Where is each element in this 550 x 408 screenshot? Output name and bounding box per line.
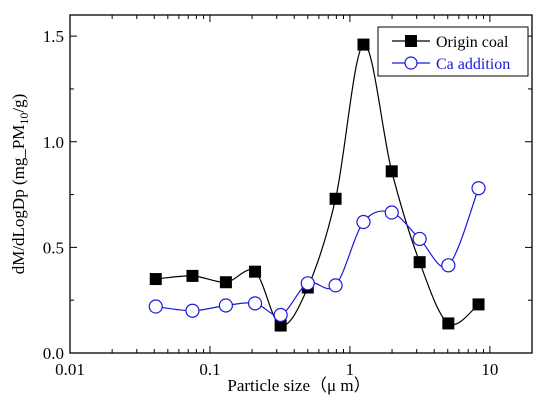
data-point-ca-addition xyxy=(471,181,486,196)
data-point-origin-coal xyxy=(249,265,262,278)
series-layer xyxy=(148,38,486,332)
data-point-ca-addition xyxy=(441,258,456,273)
data-point-origin-coal xyxy=(357,38,370,51)
legend: Origin coal Ca addition xyxy=(377,26,529,77)
axis-ticks: 0.01 0.1 1 10 0.0 0.5 1.0 1.5 xyxy=(43,15,532,379)
data-point-origin-coal xyxy=(442,317,455,330)
data-point-origin-coal xyxy=(385,165,398,178)
y-axis-label: dM/dLogDp (mg_PM10/g) xyxy=(9,94,31,275)
y-tick-label: 0.0 xyxy=(43,344,64,363)
x-tick-label: 0.01 xyxy=(55,360,85,379)
x-axis-label: Particle size（μ m） xyxy=(227,376,370,395)
y-tick-label: 1.5 xyxy=(43,27,64,46)
data-point-origin-coal xyxy=(413,256,426,269)
x-tick-label: 0.1 xyxy=(199,360,220,379)
data-point-ca-addition xyxy=(273,307,288,323)
legend-marker-ca-addition xyxy=(404,56,418,70)
data-point-ca-addition xyxy=(412,231,427,247)
y-axis-label-main: dM/dLogDp (mg_PM xyxy=(9,125,28,275)
data-point-origin-coal xyxy=(219,276,232,289)
y-tick-label: 1.0 xyxy=(43,133,64,152)
legend-label-origin-coal: Origin coal xyxy=(436,34,509,51)
data-point-origin-coal xyxy=(274,319,287,332)
data-point-origin-coal xyxy=(329,192,342,205)
data-point-ca-addition xyxy=(247,296,263,311)
data-point-ca-addition xyxy=(300,276,315,291)
data-point-origin-coal xyxy=(149,273,162,286)
data-point-ca-addition xyxy=(384,205,399,220)
data-point-origin-coal xyxy=(186,269,199,282)
plot-frame xyxy=(69,14,533,354)
y-tick-label: 0.5 xyxy=(43,238,64,257)
legend-marker-origin-coal xyxy=(405,35,417,47)
data-point-ca-addition xyxy=(185,303,200,318)
series-line-ca-addition xyxy=(155,188,480,317)
legend-label-ca-addition: Ca addition xyxy=(436,56,510,73)
y-axis-label-end: /g) xyxy=(9,94,28,113)
x-tick-label: 1 xyxy=(346,360,355,379)
x-tick-label: 10 xyxy=(481,360,498,379)
data-point-ca-addition xyxy=(218,298,234,313)
data-point-ca-addition xyxy=(356,214,371,230)
y-axis-label-subscript: 10 xyxy=(17,113,31,125)
data-point-origin-coal xyxy=(472,298,485,311)
data-point-ca-addition xyxy=(328,278,343,293)
legend-box xyxy=(377,26,529,77)
data-point-ca-addition xyxy=(148,299,163,314)
